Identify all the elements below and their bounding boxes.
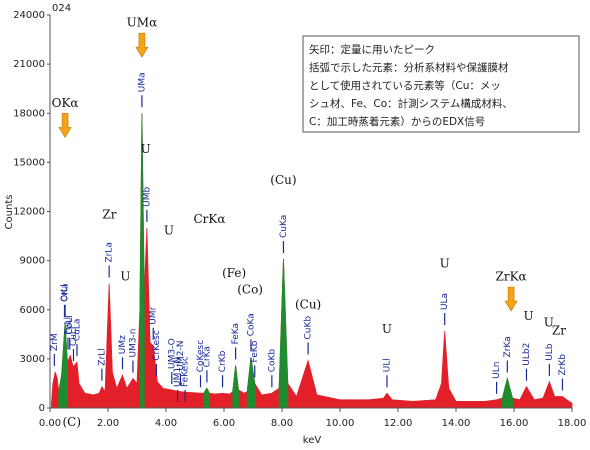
y-tick-label: 24000 [13, 10, 45, 21]
x-tick-label: 6.00 [213, 418, 235, 429]
peak-label: UM2-N [176, 341, 186, 371]
peak-label: ULl [382, 358, 392, 372]
note-line: C：加工時蒸着元素）からのEDX信号 [309, 115, 485, 128]
x-axis-label: keV [303, 435, 322, 446]
annotation: (Co) [237, 283, 263, 297]
peak-label: FeKa [231, 323, 241, 344]
y-tick-label: 12000 [13, 207, 45, 218]
peak-label: CuLa [72, 319, 82, 342]
annotation: U [141, 142, 151, 156]
peak-label: ZrLl [97, 348, 107, 365]
peak-label: ZrKb [558, 354, 568, 376]
peak-label: UM3-O [167, 338, 177, 369]
annotation: UMα [127, 16, 158, 30]
peak-label: CrKb [218, 350, 228, 372]
x-tick-label: 8.00 [271, 418, 293, 429]
peak-label: FeKesc [181, 356, 191, 387]
spectrum-area [58, 113, 513, 409]
annotation: (C) [62, 415, 81, 429]
peak-label: OKa [61, 284, 71, 302]
peak-label: ZrM [50, 333, 60, 351]
arrow [58, 113, 72, 139]
arrow [135, 32, 149, 58]
annotation: CrKα [194, 212, 226, 226]
peak-label: CoKb [267, 349, 277, 373]
peak-label: UM3-n [128, 328, 138, 357]
y-tick-label: 6000 [20, 305, 45, 316]
arrow [504, 286, 518, 312]
spectrum-id: 024 [52, 3, 71, 14]
peak-label: CuLl [69, 327, 79, 347]
peak-label: CoKa [246, 313, 256, 336]
y-tick-label: 21000 [13, 59, 45, 70]
annotation: U [164, 224, 174, 238]
annotation: Zr [552, 324, 566, 338]
y-tick-label: 18000 [13, 108, 45, 119]
x-tick-label: 18.00 [558, 418, 587, 429]
annotation: U [523, 309, 533, 323]
annotation: OKα [52, 96, 79, 110]
annotation: U [382, 322, 392, 336]
annotation: Zr [102, 207, 116, 221]
y-axis-label: Counts [4, 195, 15, 230]
annotation: U [440, 256, 450, 270]
y-tick-label: 9000 [20, 256, 45, 267]
note-box [302, 35, 580, 133]
y-tick-label: 3000 [20, 354, 45, 365]
note-line: 矢印：定量に用いたピーク [309, 43, 435, 56]
peak-label: UMz [118, 335, 128, 354]
peak-label: UM1-N [173, 357, 183, 387]
peak-label: UMb [142, 187, 152, 207]
x-tick-label: 2.00 [97, 418, 119, 429]
x-tick-label: 10.00 [326, 418, 355, 429]
peak-label: ULb2 [522, 343, 532, 366]
y-tick-label: 0 [39, 403, 45, 414]
peak-label: CrLl [60, 284, 70, 302]
annotation: U [120, 270, 130, 284]
peak-label: ZrKa [503, 336, 513, 357]
peak-label: FeLl [63, 317, 73, 335]
spectrum-area [51, 113, 573, 409]
x-tick-label: 12.00 [384, 418, 413, 429]
peak-label: CoKesc [196, 340, 206, 372]
peak-label: CoLl [65, 315, 75, 334]
note-line: シュ材、Fe、Co：計測システム構成材料、 [309, 97, 513, 110]
annotation: U [544, 315, 554, 329]
note-line: 括弧で示した元素：分析系材料や保護膜材 [309, 61, 509, 74]
peak-label: FeKb [250, 340, 260, 362]
peak-label: ULb [545, 343, 555, 361]
peak-label: ZrLa [105, 242, 115, 262]
x-tick-label: 14.00 [442, 418, 471, 429]
peak-label: ULn [492, 362, 502, 379]
annotation: (Cu) [270, 173, 296, 187]
note: 矢印：定量に用いたピーク括弧で示した元素：分析系材料や保護膜材として使用されてい… [309, 43, 513, 128]
peak-label: CuKb [304, 316, 314, 340]
peak-label: CrKa [202, 346, 212, 367]
annotation: ZrKα [496, 270, 527, 284]
peak-label: UMr [149, 306, 159, 324]
peak-label: ULa [440, 293, 450, 310]
note-line: として使用されている元素等（Cu：メッ [309, 79, 501, 92]
annotation: (Fe) [222, 266, 246, 280]
peak-label: CrKesc [152, 330, 162, 361]
x-tick-label: 16.00 [500, 418, 529, 429]
x-tick-label: 0.00 [39, 418, 61, 429]
peak-label: CuKa [279, 215, 289, 238]
annotation: (Cu) [295, 297, 321, 311]
x-tick-label: 4.00 [155, 418, 177, 429]
peak-label: UMa [137, 72, 147, 92]
y-tick-label: 15000 [13, 157, 45, 168]
